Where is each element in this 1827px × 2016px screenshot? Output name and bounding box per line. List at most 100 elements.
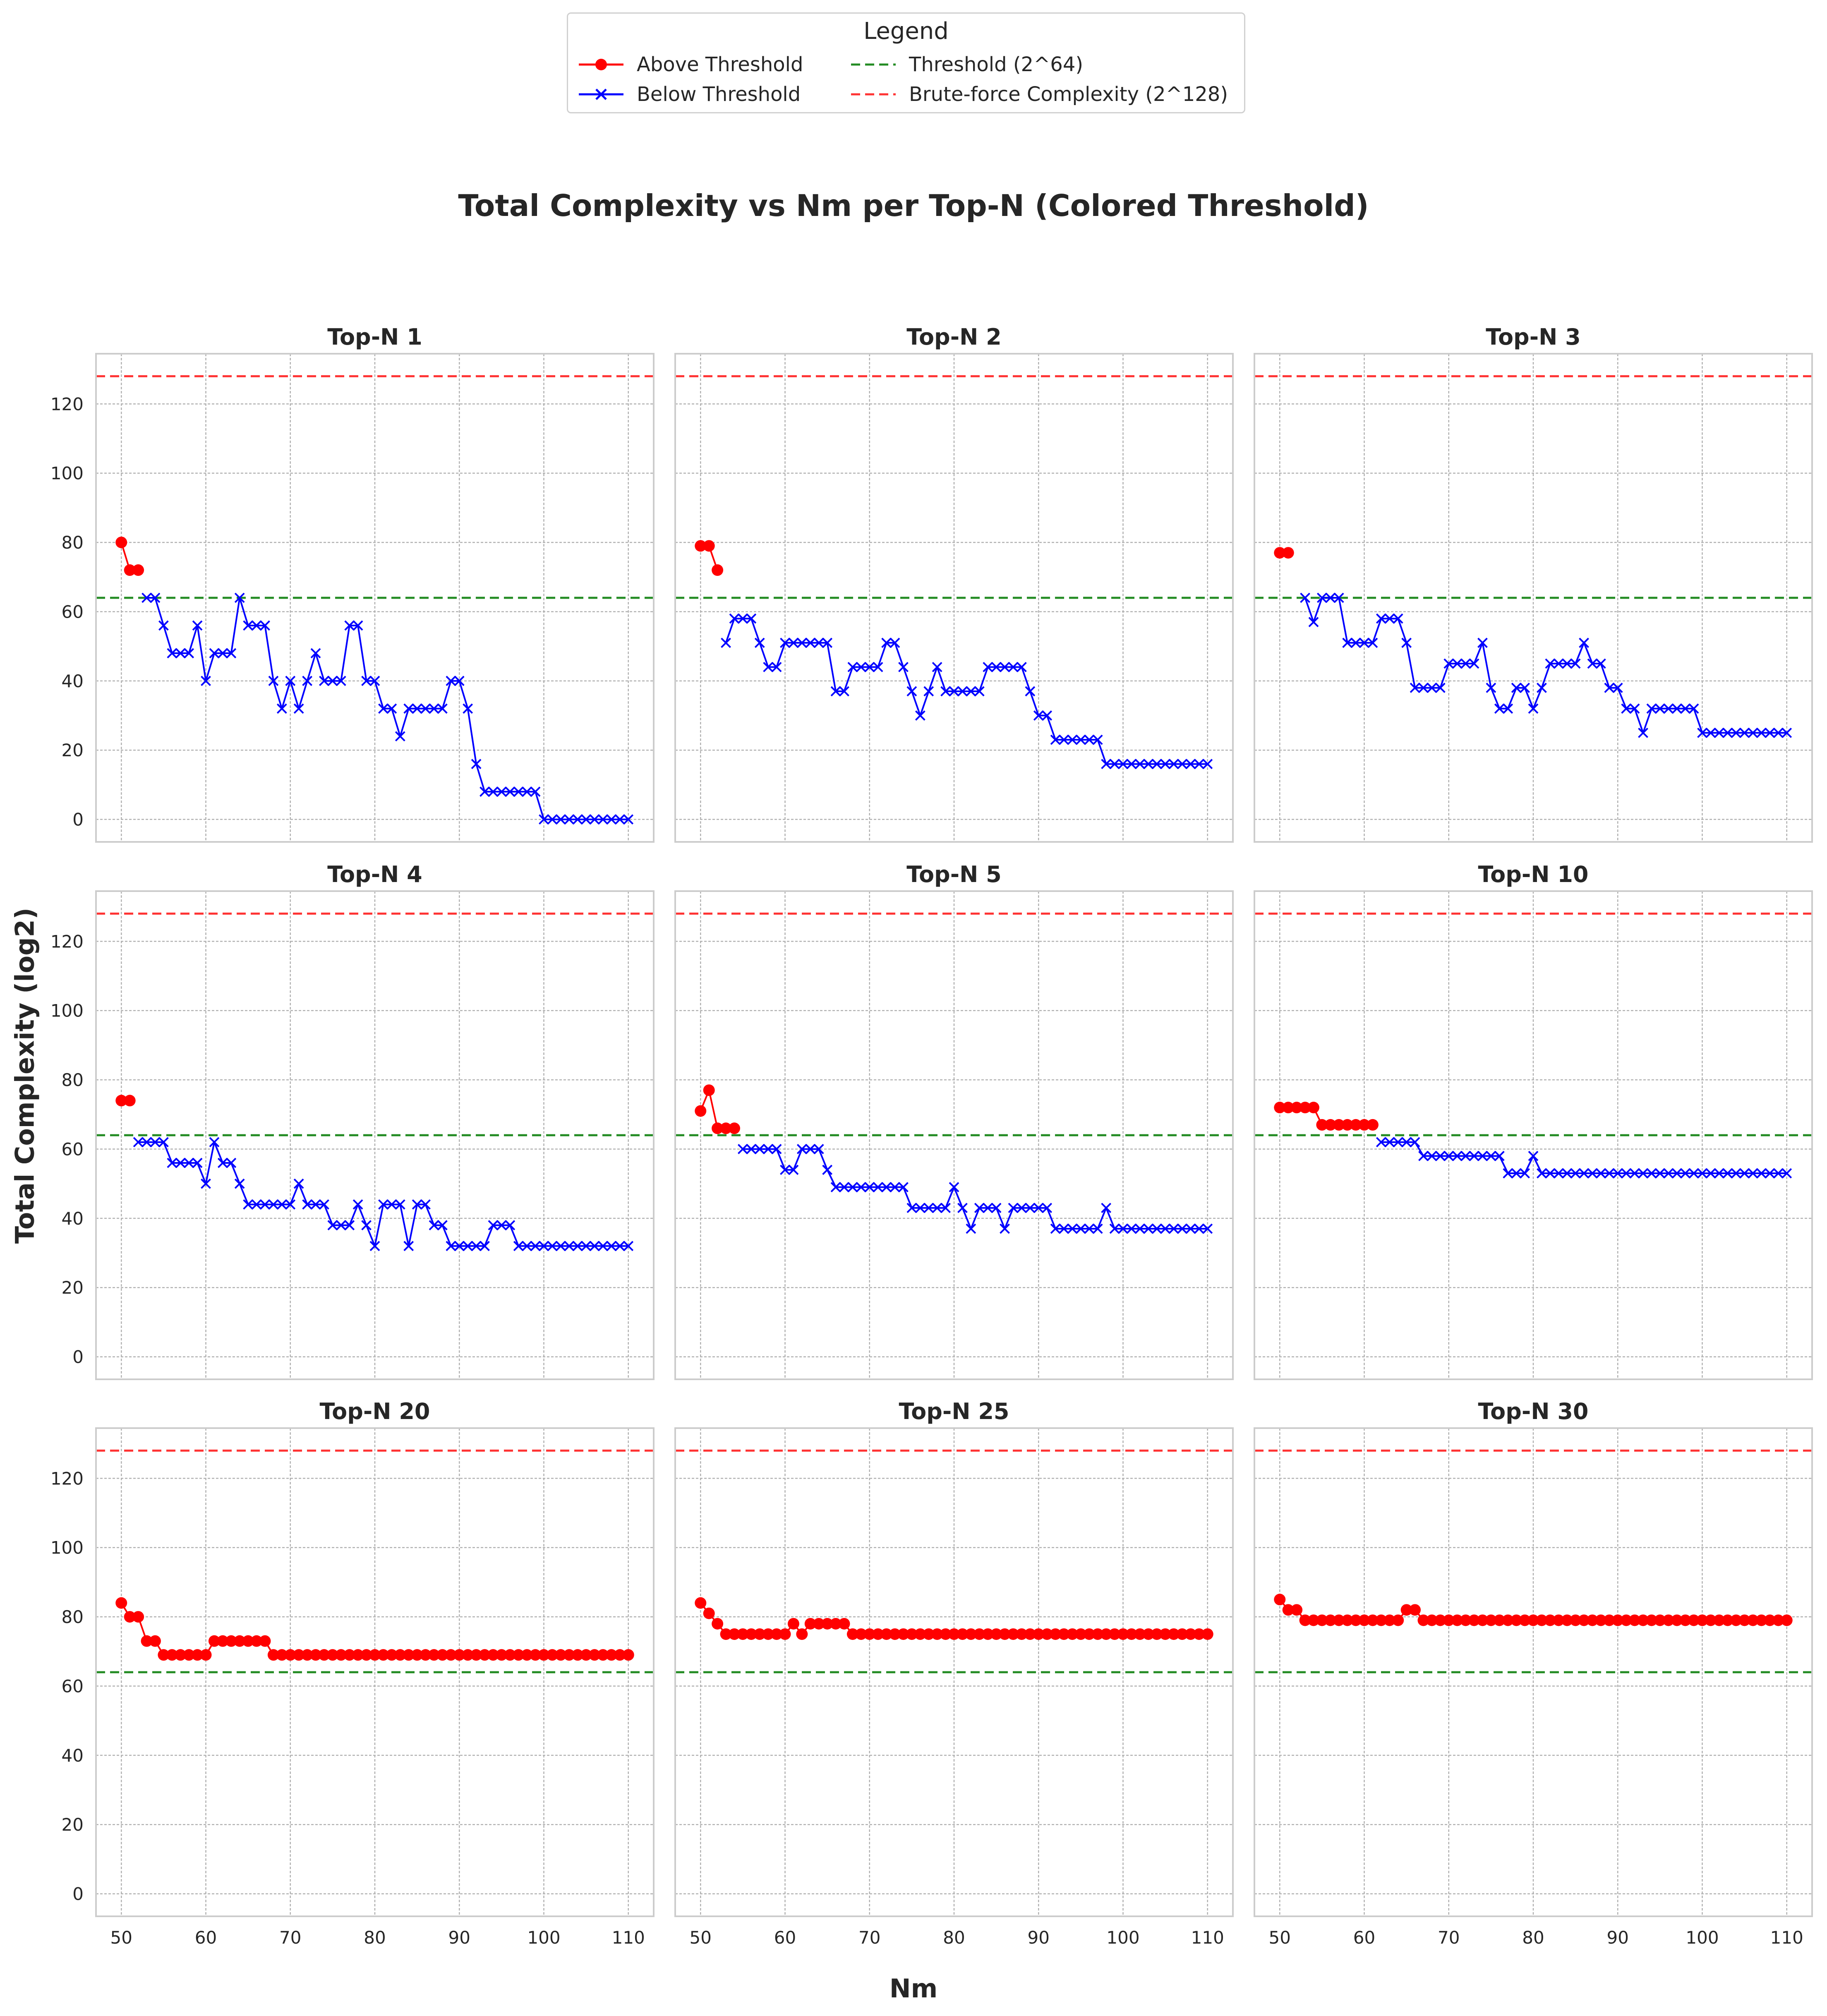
data-point-below xyxy=(1202,1223,1213,1234)
data-point-below xyxy=(1059,1223,1069,1234)
axes-frame xyxy=(95,890,655,1380)
series-segment xyxy=(1304,597,1314,623)
data-point-below xyxy=(175,1158,186,1168)
data-point-above xyxy=(1392,1614,1404,1626)
data-point-above xyxy=(132,1611,144,1623)
series-segment xyxy=(357,625,367,681)
data-point-below xyxy=(471,1241,482,1251)
data-point-below xyxy=(1739,1168,1750,1179)
series-segment xyxy=(281,681,291,709)
data-point-below xyxy=(217,1158,228,1168)
data-point-below xyxy=(192,620,203,631)
data-point-above xyxy=(284,1649,296,1661)
blue-x-marker-icon xyxy=(579,89,623,100)
data-point-below xyxy=(395,1199,405,1210)
data-point-below xyxy=(1075,734,1086,745)
data-point-below xyxy=(1410,683,1420,693)
data-point-above xyxy=(513,1649,525,1661)
data-point-below xyxy=(1016,662,1027,672)
data-point-above xyxy=(1274,1594,1286,1606)
data-point-below xyxy=(327,676,338,686)
data-point-above xyxy=(1100,1628,1112,1640)
data-point-above xyxy=(1713,1614,1725,1626)
data-point-below xyxy=(1118,759,1128,769)
data-point-above xyxy=(1460,1614,1472,1626)
series-segment xyxy=(424,1204,435,1226)
data-point-below xyxy=(1781,727,1792,738)
data-point-below xyxy=(395,731,405,742)
series-segment xyxy=(315,653,325,681)
data-point-below xyxy=(505,1220,515,1231)
data-point-above xyxy=(504,1649,516,1661)
data-point-below xyxy=(898,1182,909,1192)
data-point-above xyxy=(1176,1628,1188,1640)
red-circle-marker-icon xyxy=(579,59,623,70)
data-point-above xyxy=(897,1628,909,1640)
data-point-above xyxy=(703,540,715,552)
data-point-below xyxy=(1092,1223,1103,1234)
series-segment xyxy=(348,1204,359,1226)
series-segment xyxy=(1499,1155,1509,1174)
data-point-below xyxy=(805,1144,816,1154)
data-point-above xyxy=(496,1649,508,1661)
data-point-below xyxy=(1427,1151,1437,1161)
series-segment xyxy=(911,691,921,716)
data-point-below xyxy=(547,814,558,825)
series-segment xyxy=(1021,666,1031,692)
data-point-below xyxy=(1570,1168,1581,1179)
data-point-above xyxy=(804,1618,816,1630)
data-point-above xyxy=(234,1635,246,1647)
series-segment xyxy=(509,1225,520,1247)
data-point-below xyxy=(974,1203,985,1213)
figure-title: Total Complexity vs Nm per Top-N (Colore… xyxy=(458,188,1369,223)
series-segment xyxy=(1439,663,1450,688)
data-point-above xyxy=(948,1628,960,1640)
data-point-below xyxy=(839,1182,849,1192)
data-point-above xyxy=(1570,1614,1582,1626)
data-point-above xyxy=(158,1649,170,1661)
data-point-above xyxy=(1494,1614,1506,1626)
data-point-above xyxy=(737,1628,749,1640)
data-point-above xyxy=(369,1649,381,1661)
x-tick-label: 60 xyxy=(195,1927,217,1948)
series-segment xyxy=(475,764,486,792)
data-point-above xyxy=(1024,1628,1036,1640)
data-point-above xyxy=(538,1649,550,1661)
data-point-below xyxy=(572,814,583,825)
series-segment xyxy=(826,642,837,692)
series-segment xyxy=(1583,642,1593,664)
x-tick-label: 110 xyxy=(1191,1927,1224,1948)
data-point-below xyxy=(319,1199,329,1210)
series-segment xyxy=(408,1204,418,1247)
data-point-above xyxy=(1561,1614,1573,1626)
data-point-below xyxy=(949,1182,959,1192)
data-point-below xyxy=(184,1158,194,1168)
series-segment xyxy=(239,1183,249,1205)
data-point-below xyxy=(1151,1223,1162,1234)
data-point-above xyxy=(1307,1614,1319,1626)
data-point-below xyxy=(1553,658,1564,669)
data-point-below xyxy=(564,814,575,825)
data-point-above xyxy=(1781,1614,1793,1626)
data-point-below xyxy=(796,638,807,648)
data-point-below xyxy=(957,686,968,697)
data-point-above xyxy=(1527,1614,1539,1626)
data-point-below xyxy=(1460,1151,1471,1161)
data-point-below xyxy=(1477,638,1488,648)
x-tick-label: 70 xyxy=(858,1927,880,1948)
data-point-below xyxy=(898,662,909,672)
data-point-above xyxy=(1722,1614,1733,1626)
series-segment xyxy=(213,1141,224,1163)
x-tick-label: 50 xyxy=(110,1927,132,1948)
data-point-below xyxy=(1359,638,1369,648)
data-point-below xyxy=(1308,617,1319,627)
series-segment xyxy=(1524,687,1534,709)
data-point-above xyxy=(1409,1604,1421,1616)
data-point-below xyxy=(1042,710,1053,721)
data-point-below xyxy=(437,703,448,714)
data-point-below xyxy=(234,592,245,603)
data-point-above xyxy=(1041,1628,1053,1640)
data-point-above xyxy=(762,1628,774,1640)
data-point-below xyxy=(1177,759,1187,769)
data-point-below xyxy=(1042,1203,1053,1213)
